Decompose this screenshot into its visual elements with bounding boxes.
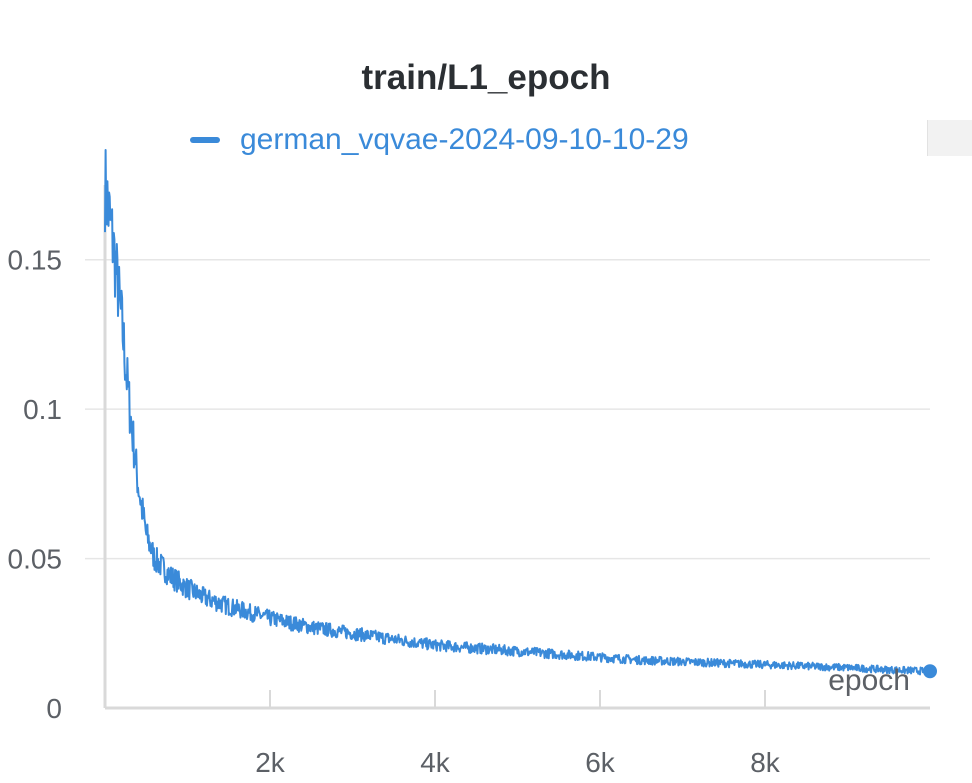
x-tick-label: 2k [255,747,286,778]
y-tick-label: 0.1 [23,394,62,425]
axes [103,185,930,710]
y-tick-label: 0 [46,693,62,724]
legend-scroll-handle[interactable] [927,120,972,156]
y-axis-ticks: 0 0.05 0.1 0.15 [8,245,63,724]
legend-item[interactable]: german_vqvae-2024-09-10-10-29 [190,120,689,160]
chart-title: train/L1_epoch [361,58,611,97]
series-group [104,149,937,679]
legend-label: german_vqvae-2024-09-10-10-29 [240,123,689,156]
grid-lines [85,258,930,560]
series-line [104,149,931,676]
x-tick-label: 6k [585,747,616,778]
legend-line-swatch [190,137,220,143]
y-tick-label: 0.05 [8,544,63,575]
x-axis-title: epoch [828,664,910,697]
x-axis-ticks: 2k 4k 6k 8k [255,690,781,778]
x-tick-label: 4k [420,747,451,778]
x-tick-label: 8k [750,747,781,778]
series-end-point[interactable] [923,664,937,679]
y-tick-label: 0.15 [8,245,63,276]
